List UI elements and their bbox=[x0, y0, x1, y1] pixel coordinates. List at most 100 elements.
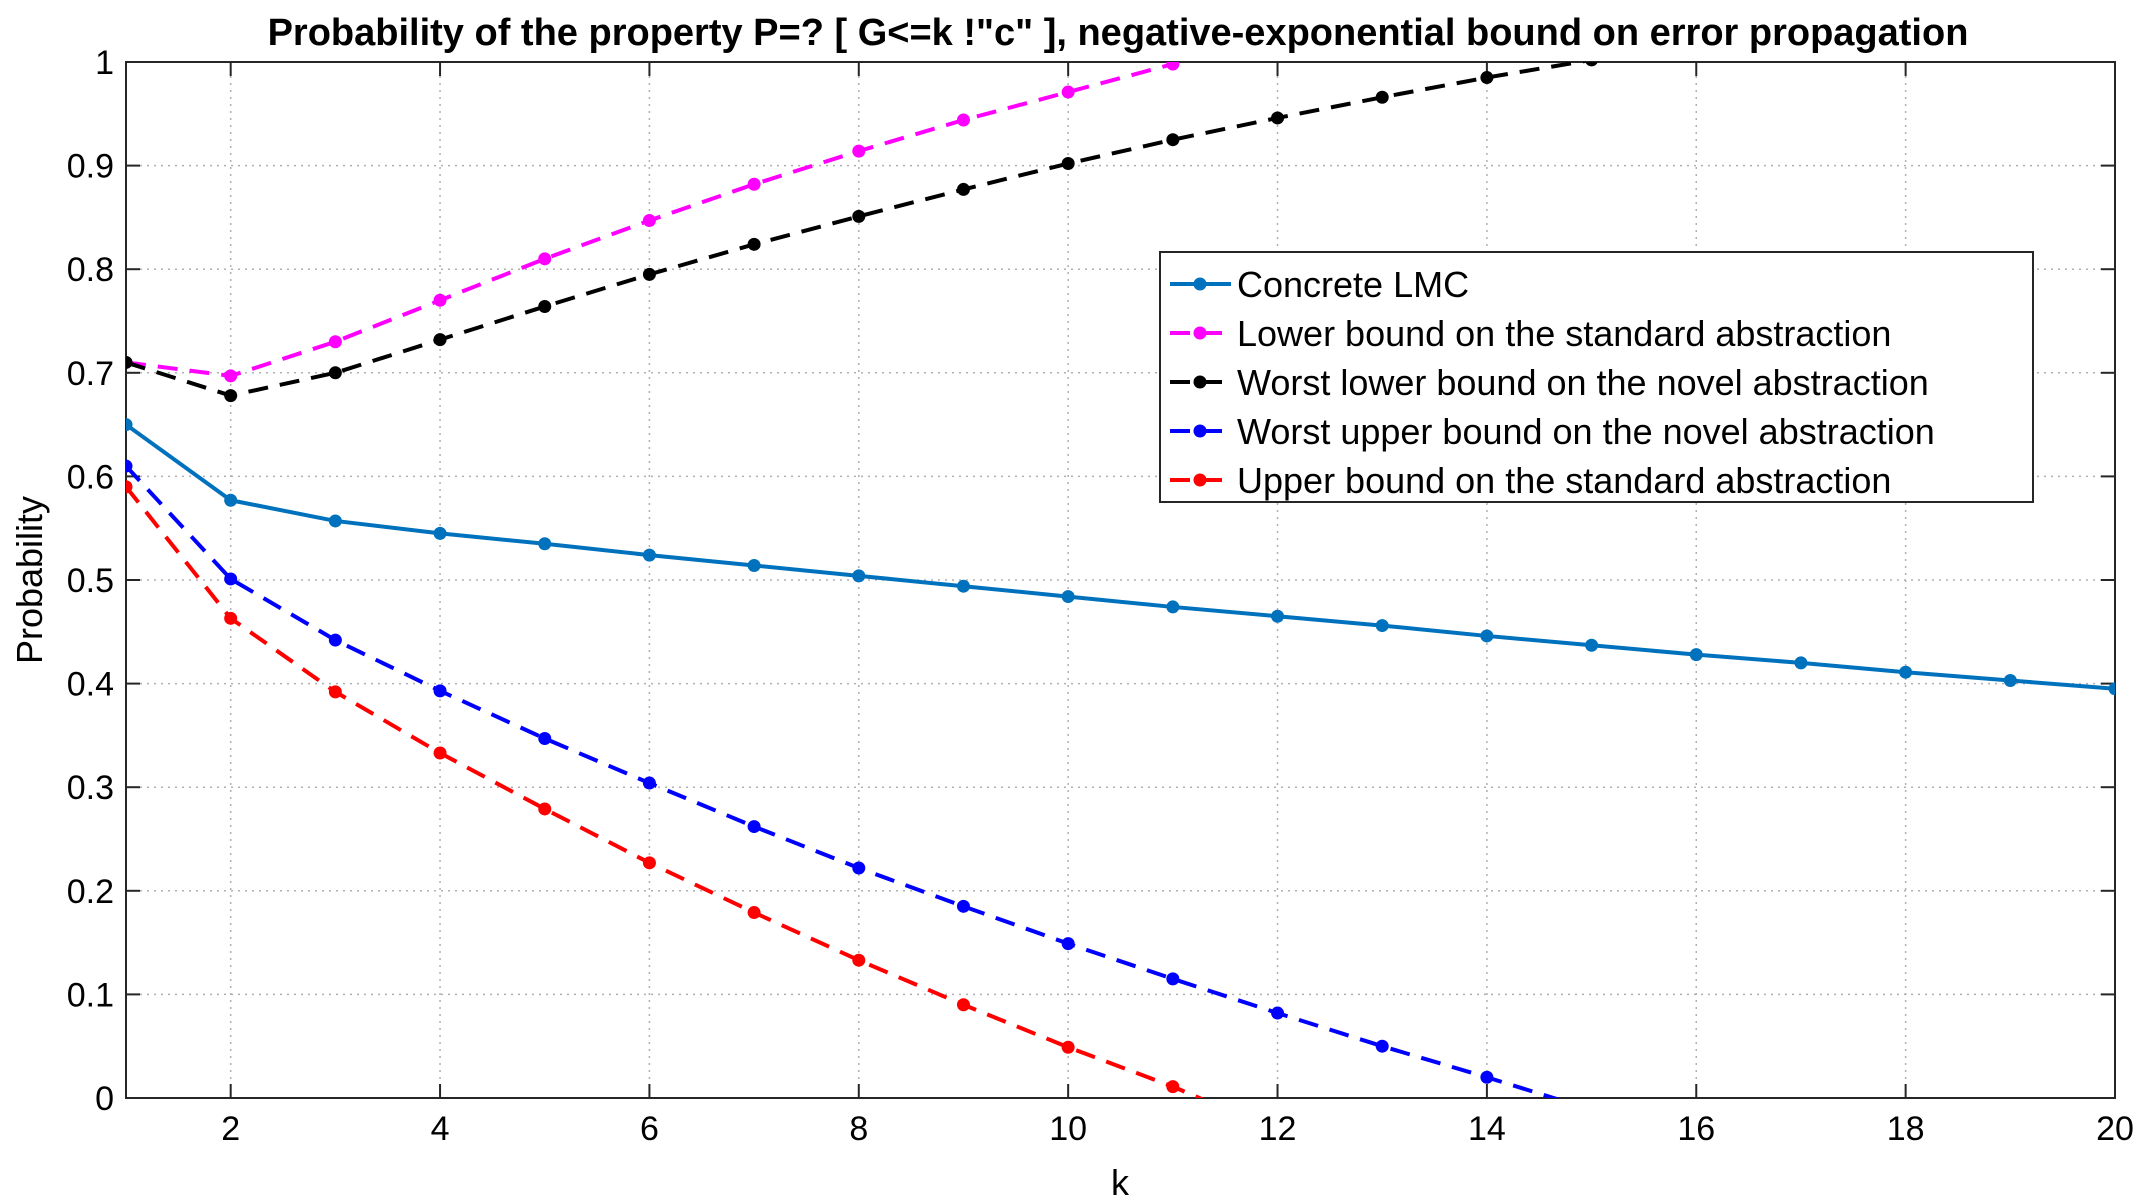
data-point bbox=[224, 369, 238, 383]
data-point bbox=[224, 493, 238, 507]
data-point bbox=[747, 558, 761, 572]
data-point bbox=[1585, 638, 1599, 652]
data-point bbox=[852, 953, 866, 967]
data-point bbox=[1061, 85, 1075, 99]
y-axis-label: Probability bbox=[9, 496, 50, 664]
data-point bbox=[1166, 62, 1180, 71]
data-point bbox=[642, 214, 656, 228]
data-point bbox=[126, 459, 133, 473]
x-tick-label: 2 bbox=[221, 1110, 240, 1148]
data-point bbox=[538, 537, 552, 551]
legend-entry: Worst lower bound on the novel abstracti… bbox=[1170, 362, 1929, 403]
y-tick-label: 0.5 bbox=[67, 562, 114, 600]
data-point bbox=[852, 209, 866, 223]
data-point bbox=[328, 633, 342, 647]
series-line bbox=[126, 485, 1205, 1098]
x-tick-label: 6 bbox=[640, 1110, 659, 1148]
data-point bbox=[2108, 682, 2115, 696]
data-point bbox=[538, 732, 552, 746]
data-point bbox=[1166, 600, 1180, 614]
data-point bbox=[1480, 629, 1494, 643]
legend-marker bbox=[1193, 277, 1207, 291]
data-point bbox=[126, 418, 133, 432]
legend-label: Lower bound on the standard abstraction bbox=[1237, 313, 1891, 354]
data-point bbox=[747, 237, 761, 251]
y-tick-label: 1 bbox=[95, 44, 114, 82]
data-point bbox=[1480, 71, 1494, 85]
data-point bbox=[956, 579, 970, 593]
legend-entry: Worst upper bound on the novel abstracti… bbox=[1170, 411, 1935, 452]
y-tick-label: 0.9 bbox=[67, 148, 114, 186]
data-point bbox=[956, 998, 970, 1012]
series-4 bbox=[126, 480, 1205, 1098]
y-tick-label: 0.3 bbox=[67, 769, 114, 807]
data-point bbox=[538, 299, 552, 313]
legend-marker bbox=[1193, 424, 1207, 438]
data-point bbox=[1375, 619, 1389, 633]
legend-entry: Lower bound on the standard abstraction bbox=[1170, 313, 1891, 354]
data-point bbox=[1480, 1070, 1494, 1084]
y-tick-label: 0.6 bbox=[67, 458, 114, 496]
data-point bbox=[1166, 1080, 1180, 1094]
data-point bbox=[1166, 133, 1180, 147]
legend-marker bbox=[1193, 326, 1207, 340]
data-point bbox=[433, 333, 447, 347]
data-point bbox=[224, 572, 238, 586]
x-axis-label: k bbox=[1111, 1162, 1130, 1203]
data-point bbox=[328, 685, 342, 699]
y-tick-label: 0.4 bbox=[67, 666, 114, 704]
data-point bbox=[1271, 1006, 1285, 1020]
data-point bbox=[126, 355, 133, 369]
data-point bbox=[1061, 1040, 1075, 1054]
legend-marker bbox=[1193, 473, 1207, 487]
data-point bbox=[1585, 62, 1598, 67]
data-point bbox=[1271, 609, 1285, 623]
y-tick-label: 0.7 bbox=[67, 355, 114, 393]
data-point bbox=[852, 861, 866, 875]
data-point bbox=[433, 526, 447, 540]
data-point bbox=[1375, 1039, 1389, 1053]
series-line bbox=[126, 422, 2115, 691]
data-point bbox=[1689, 648, 1703, 662]
legend-label: Worst upper bound on the novel abstracti… bbox=[1237, 411, 1935, 452]
data-point bbox=[642, 548, 656, 562]
data-point bbox=[224, 611, 238, 625]
data-point bbox=[747, 906, 761, 920]
legend: Concrete LMC Lower bound on the standard … bbox=[1159, 251, 2034, 503]
data-point bbox=[1166, 972, 1180, 986]
data-point bbox=[328, 366, 342, 380]
x-tick-label: 18 bbox=[1887, 1110, 1925, 1148]
x-tick-label: 16 bbox=[1677, 1110, 1715, 1148]
data-point bbox=[1375, 90, 1389, 104]
x-tick-label: 8 bbox=[849, 1110, 868, 1148]
x-tick-label: 20 bbox=[2096, 1110, 2134, 1148]
data-point bbox=[1061, 937, 1075, 951]
data-point bbox=[956, 182, 970, 196]
data-point bbox=[433, 746, 447, 760]
legend-marker bbox=[1193, 375, 1207, 389]
legend-entry: Upper bound on the standard abstraction bbox=[1170, 460, 1891, 501]
legend-box bbox=[1159, 251, 2034, 503]
data-point bbox=[852, 569, 866, 583]
x-axis-ticks: 2 4 6 8 10 12 14 16 18 20 bbox=[221, 62, 2134, 1148]
y-tick-label: 0.2 bbox=[67, 873, 114, 911]
series-3 bbox=[126, 459, 1561, 1098]
series-group bbox=[126, 62, 2115, 1098]
y-tick-label: 0.1 bbox=[67, 976, 114, 1014]
data-point bbox=[538, 252, 552, 266]
x-tick-label: 14 bbox=[1468, 1110, 1506, 1148]
data-point bbox=[747, 177, 761, 191]
data-point bbox=[956, 899, 970, 913]
legend-label: Upper bound on the standard abstraction bbox=[1237, 460, 1891, 501]
legend-entry: Concrete LMC bbox=[1170, 264, 1469, 305]
data-point bbox=[1061, 590, 1075, 604]
legend-label: Concrete LMC bbox=[1237, 264, 1469, 305]
y-tick-label: 0.8 bbox=[67, 251, 114, 289]
data-point bbox=[433, 684, 447, 698]
data-point bbox=[2003, 673, 2017, 687]
data-point bbox=[433, 293, 447, 307]
series-0 bbox=[126, 418, 2115, 696]
series-line bbox=[126, 62, 1592, 398]
